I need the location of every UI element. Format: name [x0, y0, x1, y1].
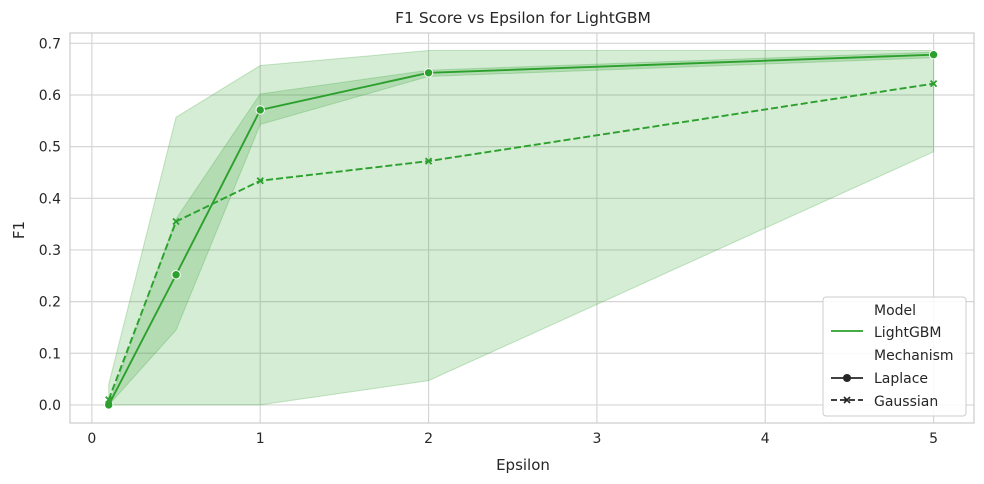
x-tick-label: 5	[929, 431, 938, 447]
point-laplace	[171, 270, 181, 280]
y-tick-label: 0.2	[39, 295, 61, 311]
chart-title: F1 Score vs Epsilon for LightGBM	[395, 9, 651, 27]
legend-marker-gaussian	[843, 396, 851, 404]
y-tick-label: 0.3	[39, 243, 61, 259]
y-tick-label: 0.5	[39, 140, 61, 156]
point-laplace	[255, 105, 265, 115]
confidence-bands	[108, 50, 935, 406]
x-tick-label: 4	[761, 431, 770, 447]
legend-heading-mechanism: Mechanism	[874, 348, 954, 364]
plot-frame	[69, 32, 975, 424]
y-axis-ticks: 0.0 0.1 0.2 0.3 0.4 0.5 0.6 0.7	[39, 36, 61, 414]
legend-label-laplace: Laplace	[874, 371, 928, 387]
legend-marker-laplace	[843, 374, 851, 382]
x-tick-label: 0	[87, 431, 96, 447]
y-tick-label: 0.4	[39, 191, 61, 207]
point-gaussian	[105, 396, 113, 404]
point-gaussian	[424, 157, 433, 165]
point-laplace	[928, 49, 939, 60]
x-tick-label: 1	[256, 431, 265, 447]
point-gaussian	[256, 177, 264, 185]
legend-heading-model: Model	[874, 303, 916, 319]
point-laplace	[423, 68, 434, 78]
point-gaussian	[172, 217, 180, 226]
confidence-band-gaussian	[108, 50, 935, 406]
series-markers	[104, 49, 939, 410]
y-tick-label: 0.0	[39, 398, 61, 414]
x-tick-label: 2	[424, 431, 433, 447]
legend-label-lightgbm: LightGBM	[874, 325, 941, 341]
y-tick-label: 0.6	[39, 88, 61, 104]
y-tick-label: 0.1	[39, 346, 61, 362]
grid-lines	[70, 33, 974, 423]
x-tick-label: 3	[592, 431, 601, 447]
y-tick-label: 0.7	[39, 36, 61, 52]
point-gaussian	[929, 79, 938, 88]
legend-label-gaussian: Gaussian	[874, 394, 938, 410]
x-axis-ticks: 0 1 2 3 4 5	[87, 431, 938, 447]
x-axis-label: Epsilon	[496, 456, 550, 474]
legend: Model LightGBM Mechanism Laplace Gaussia…	[822, 296, 967, 417]
legend-box	[822, 296, 967, 417]
y-axis-label: F1	[10, 221, 28, 239]
